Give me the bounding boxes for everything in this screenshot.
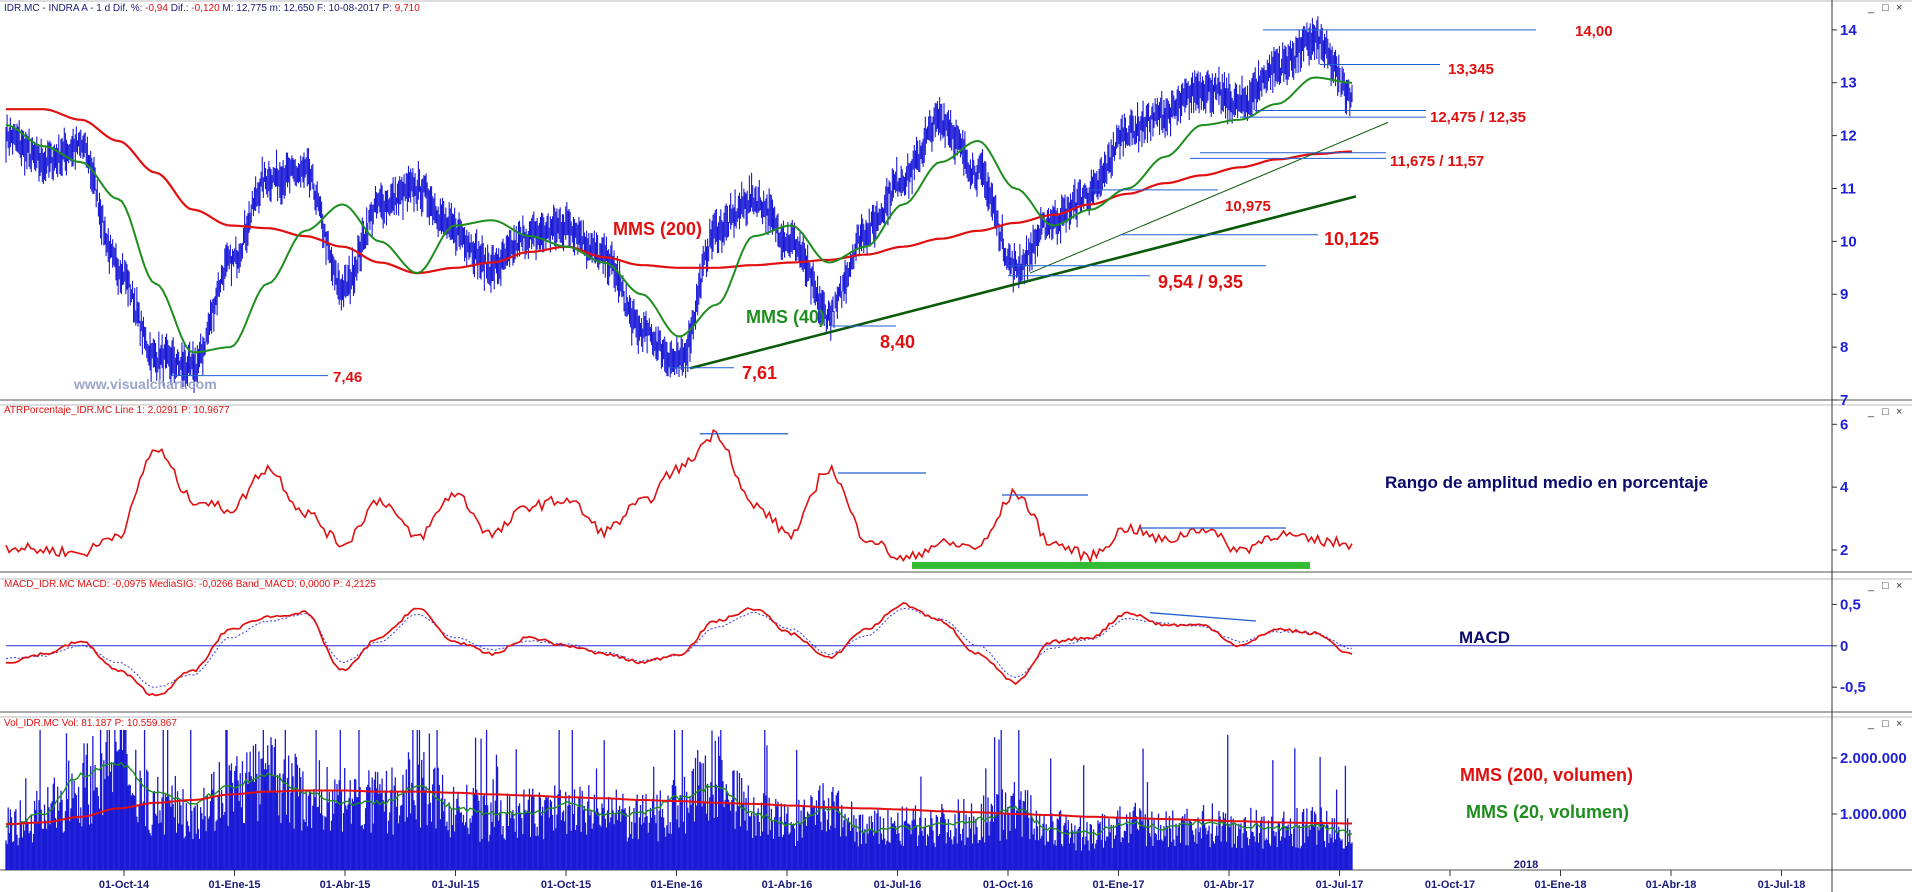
support-band: [912, 561, 1310, 569]
window-button: _: [1867, 406, 1875, 418]
price-y-tick-label: 8: [1840, 339, 1848, 356]
atr-annotation: Rango de amplitud medio en porcentaje: [1385, 473, 1708, 492]
window-button: ×: [1896, 406, 1902, 418]
x-tick-label: 01-Abr-17: [1204, 879, 1255, 891]
vol-mms200-line: [5, 789, 1352, 826]
macd-panel: [5, 601, 1832, 697]
x-tick-label: 01-Oct-17: [1425, 879, 1475, 891]
price-y-tick-label: 9: [1840, 286, 1848, 303]
window-button: □: [1882, 406, 1889, 418]
vol-y-tick-label: 1.000.000: [1840, 806, 1907, 823]
price-panel: [5, 16, 1536, 393]
x-tick-label: 01-Ene-17: [1093, 879, 1145, 891]
window-button: □: [1882, 2, 1889, 14]
window-button: □: [1882, 718, 1889, 730]
window-button: ×: [1896, 718, 1902, 730]
x-tick-label: 01-Ene-15: [209, 879, 261, 891]
macd-annotation: MACD: [1459, 628, 1510, 647]
vol-mms200-label: MMS (200, volumen): [1460, 765, 1633, 785]
window-button: □: [1882, 580, 1889, 592]
mms40-label: MMS (40): [746, 307, 825, 327]
label-7-46: 7,46: [333, 369, 362, 386]
window-button: ×: [1896, 2, 1902, 14]
window-button: _: [1867, 580, 1875, 592]
atr-y-tick-label: 6: [1840, 416, 1848, 433]
atr-line: [5, 428, 1353, 564]
trendline-main: [689, 195, 1357, 370]
price-y-tick-label: 7: [1840, 392, 1848, 409]
price-header: IDR.MC - INDRA A - 1 d Dif. %: -0,94 Dif…: [4, 3, 420, 14]
atr-y-tick-label: 4: [1840, 479, 1849, 496]
volume-panel: [5, 730, 1353, 870]
x-year-label: 2018: [1514, 859, 1538, 871]
label-10-975: 10,975: [1225, 198, 1271, 215]
vol-y-tick-label: 2.000.000: [1840, 750, 1907, 767]
price-y-tick-label: 14: [1840, 22, 1857, 39]
price-y-tick-label: 11: [1840, 180, 1856, 197]
label-14-00: 14,00: [1575, 23, 1613, 40]
macd-divergence-line: [1149, 612, 1257, 622]
macd-line: [5, 601, 1353, 697]
macd-signal-line: [5, 607, 1353, 689]
x-tick-label: 01-Jul-15: [432, 879, 480, 891]
atr-header: ATRPorcentaje_IDR.MC Line 1: 2,0291 P: 1…: [4, 405, 230, 416]
vol-mms20-label: MMS (20, volumen): [1466, 802, 1629, 822]
vol-mms20-line: [5, 761, 1353, 837]
x-tick-label: 01-Abr-16: [762, 879, 813, 891]
price-y-tick-label: 12: [1840, 128, 1857, 145]
macd-y-tick-label: -0,5: [1840, 679, 1866, 696]
x-tick-label: 01-Jul-18: [1758, 879, 1806, 891]
volume-header: Vol_IDR.MC Vol: 81.187 P: 10.559.867: [4, 718, 177, 729]
label-10-125: 10,125: [1324, 229, 1379, 249]
label-8-40: 8,40: [880, 332, 915, 352]
axes: 7 8 9 10 11 12 13 14 2 4 6 0,5 0 -0,5 2.000.000 1.000.0…: [99, 22, 1907, 891]
x-tick-label: 01-Jul-17: [1316, 879, 1364, 891]
window-button: ×: [1896, 580, 1902, 592]
watermark: www.visualchart.com: [73, 376, 217, 392]
mms40-line: [5, 76, 1353, 354]
x-tick-label: 01-Ene-18: [1535, 879, 1587, 891]
x-tick-label: 01-Abr-18: [1646, 879, 1697, 891]
x-tick-label: 01-Jul-16: [874, 879, 922, 891]
window-button: _: [1867, 2, 1875, 14]
x-tick-label: 01-Oct-14: [99, 879, 150, 891]
label-13-345: 13,345: [1448, 61, 1494, 78]
x-tick-label: 01-Oct-15: [541, 879, 591, 891]
macd-y-tick-label: 0: [1840, 638, 1848, 655]
window-button: _: [1867, 718, 1875, 730]
atr-panel: [5, 428, 1353, 569]
x-tick-label: 01-Abr-15: [320, 879, 371, 891]
x-tick-label: 01-Ene-16: [651, 879, 703, 891]
trendline-secondary: [1029, 121, 1389, 274]
macd-header: MACD_IDR.MC MACD: -0,0975 MediaSIG: -0,0…: [4, 579, 376, 590]
atr-y-tick-label: 2: [1840, 542, 1848, 559]
mms200-line: [6, 108, 1353, 275]
macd-y-tick-label: 0,5: [1840, 596, 1861, 613]
label-12-475: 12,475 / 12,35: [1430, 109, 1526, 126]
label-9-54: 9,54 / 9,35: [1158, 272, 1243, 292]
price-y-tick-label: 10: [1840, 233, 1857, 250]
window-controls[interactable]: _ □ × _ □ × _ □ × _ □ ×: [1867, 2, 1902, 730]
label-7-61: 7,61: [742, 363, 777, 383]
mms200-label: MMS (200): [613, 219, 702, 239]
label-11-675: 11,675 / 11,57: [1390, 153, 1484, 170]
x-tick-label: 01-Oct-16: [983, 879, 1033, 891]
price-y-tick-label: 13: [1840, 75, 1857, 92]
